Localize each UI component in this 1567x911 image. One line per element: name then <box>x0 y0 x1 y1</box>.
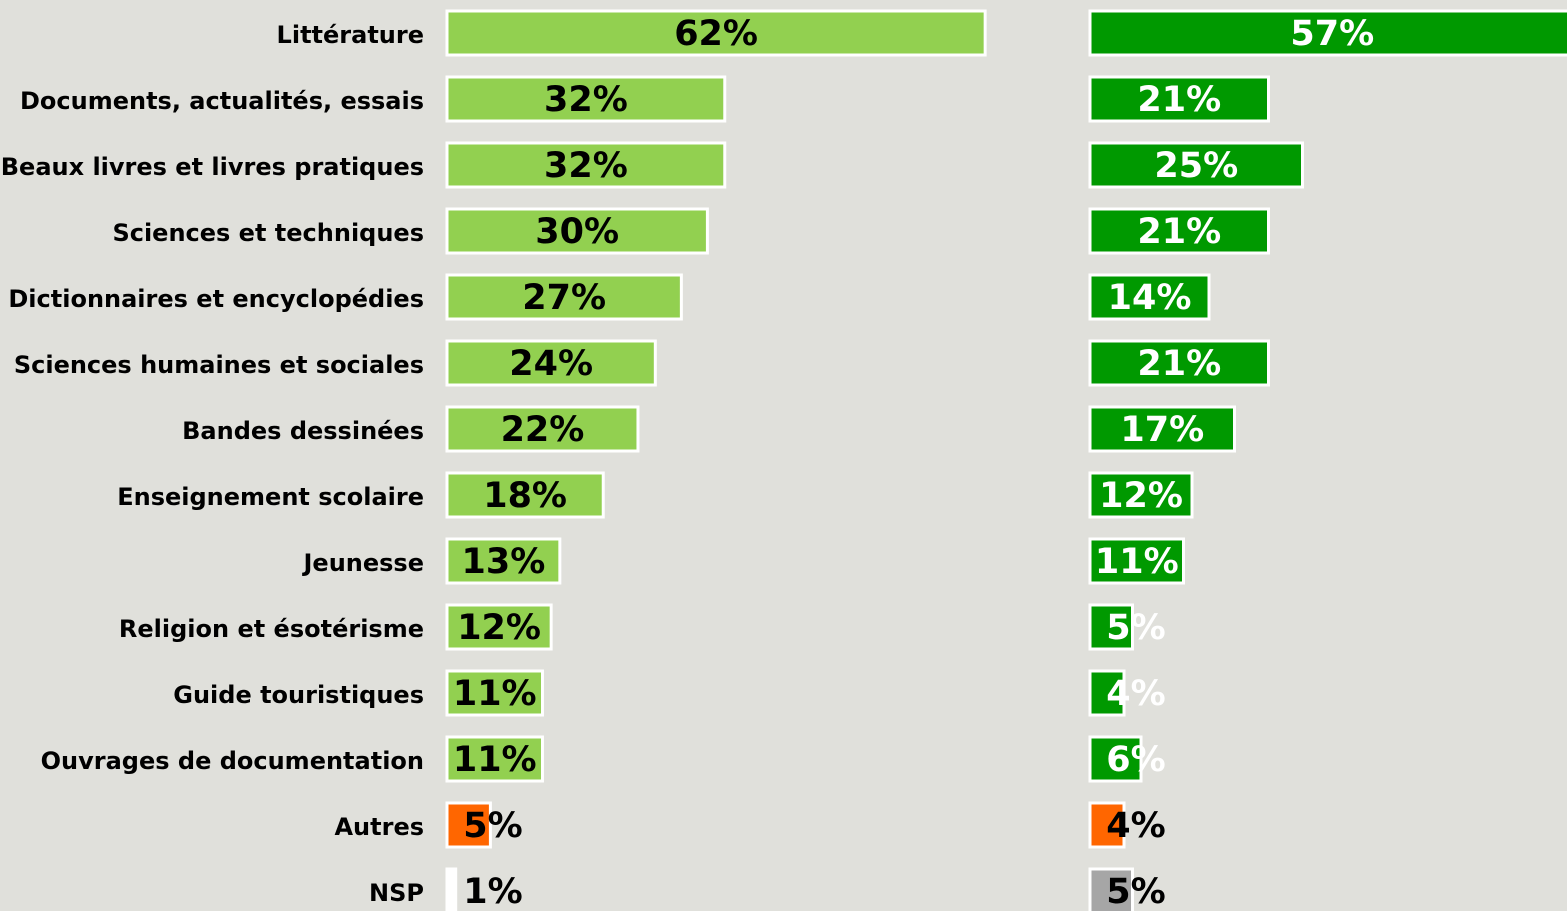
value-label: 4% <box>1106 806 1165 846</box>
value-label: 21% <box>1137 80 1221 120</box>
bar <box>1088 273 1211 321</box>
bar <box>445 801 492 849</box>
value-label: 14% <box>1108 278 1192 318</box>
value-label: 27% <box>522 278 606 318</box>
bar <box>445 537 562 585</box>
value-label: 21% <box>1137 212 1221 252</box>
category-label: Sciences et techniques <box>112 219 424 247</box>
value-label: 5% <box>1106 872 1165 911</box>
value-label: 5% <box>1106 608 1165 648</box>
bar <box>1088 603 1134 651</box>
value-label: 32% <box>544 146 628 186</box>
value-label: 25% <box>1154 146 1238 186</box>
category-label: Autres <box>334 813 424 841</box>
value-label: 17% <box>1120 410 1204 450</box>
bar <box>445 273 683 321</box>
bar <box>1088 141 1304 189</box>
value-label: 18% <box>483 476 567 516</box>
value-label: 12% <box>457 608 541 648</box>
category-label: Littérature <box>277 21 424 49</box>
category-label: Dictionnaires et encyclopédies <box>8 285 424 313</box>
value-label: 6% <box>1106 740 1165 780</box>
bar <box>1088 537 1185 585</box>
category-label: Beaux livres et livres pratiques <box>1 153 424 181</box>
value-label: 13% <box>462 542 546 582</box>
bar <box>445 669 544 717</box>
value-label: 4% <box>1106 674 1165 714</box>
category-label: Documents, actualités, essais <box>20 87 424 115</box>
bar <box>445 75 727 123</box>
value-label: 5% <box>463 806 522 846</box>
value-label: 11% <box>453 740 537 780</box>
bar <box>445 339 657 387</box>
bar <box>445 471 605 519</box>
bar <box>445 867 458 911</box>
category-label: Sciences humaines et sociales <box>14 351 424 379</box>
value-label: 22% <box>501 410 585 450</box>
bar <box>1088 75 1270 123</box>
category-label: Religion et ésotérisme <box>119 615 424 643</box>
value-label: 30% <box>535 212 619 252</box>
value-label: 32% <box>544 80 628 120</box>
bar <box>1088 9 1567 57</box>
bar <box>1088 207 1270 255</box>
value-label: 62% <box>674 14 758 54</box>
bar <box>445 9 987 57</box>
category-label: Enseignement scolaire <box>117 483 424 511</box>
bar <box>1088 471 1194 519</box>
value-label: 21% <box>1137 344 1221 384</box>
value-label: 1% <box>463 872 522 911</box>
bar <box>445 207 709 255</box>
bar <box>1088 405 1236 453</box>
value-label: 12% <box>1099 476 1183 516</box>
value-label: 57% <box>1290 14 1374 54</box>
bar <box>445 603 553 651</box>
bar <box>1088 669 1126 717</box>
value-label: 11% <box>1095 542 1179 582</box>
bar <box>445 405 640 453</box>
category-label: Guide touristiques <box>173 681 424 709</box>
category-label: Bandes dessinées <box>182 417 424 445</box>
bar <box>1088 339 1270 387</box>
category-label: Jeunesse <box>301 549 424 577</box>
bar <box>445 735 544 783</box>
category-label: Ouvrages de documentation <box>41 747 424 775</box>
bar <box>1088 735 1143 783</box>
value-label: 11% <box>453 674 537 714</box>
category-label: NSP <box>369 879 424 907</box>
bar <box>445 141 727 189</box>
bar <box>1088 867 1134 911</box>
bar <box>1088 801 1126 849</box>
value-label: 24% <box>509 344 593 384</box>
